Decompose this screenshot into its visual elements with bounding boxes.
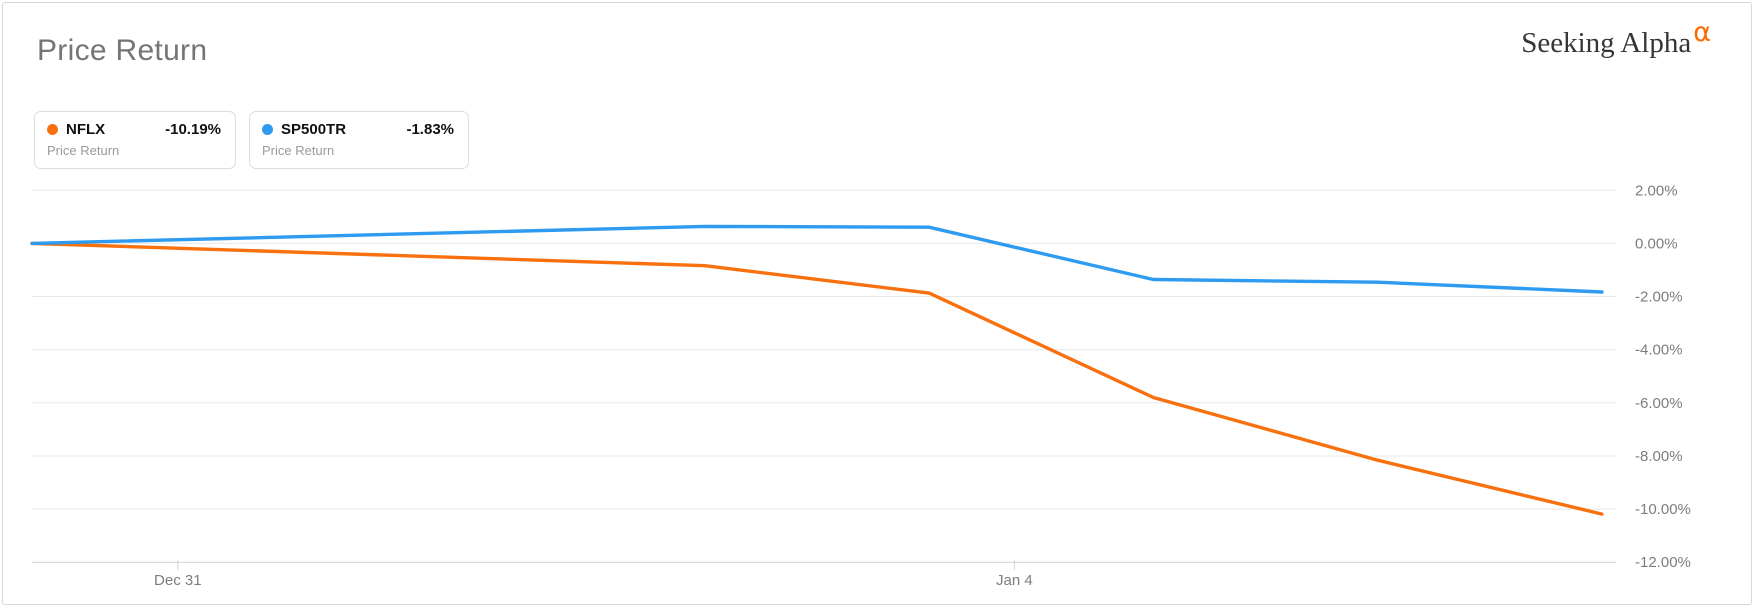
legend-item-nflx[interactable]: NFLX -10.19% Price Return xyxy=(34,111,236,169)
legend-item-sp500tr[interactable]: SP500TR -1.83% Price Return xyxy=(249,111,469,169)
x-axis-label: Jan 4 xyxy=(996,572,1033,589)
y-axis-label: -12.00% xyxy=(1635,554,1691,571)
series-line-sp500tr[interactable] xyxy=(30,224,1604,294)
y-axis-label: -4.00% xyxy=(1635,342,1683,359)
seeking-alpha-logo[interactable]: Seeking Alphaα xyxy=(1521,17,1711,60)
y-axis-label: -2.00% xyxy=(1635,289,1683,306)
y-axis-label: 0.00% xyxy=(1635,235,1678,252)
series-line-nflx[interactable] xyxy=(30,241,1604,516)
legend: NFLX -10.19% Price Return SP500TR -1.83%… xyxy=(34,111,469,169)
y-axis-label: -8.00% xyxy=(1635,448,1683,465)
legend-value: -10.19% xyxy=(165,121,221,138)
y-axis-label: 2.00% xyxy=(1635,182,1678,199)
seeking-alpha-logo-text: Seeking Alpha xyxy=(1521,27,1692,59)
nflx-color-dot xyxy=(47,124,58,135)
y-axis-label: -6.00% xyxy=(1635,395,1683,412)
x-axis-label: Dec 31 xyxy=(154,572,202,589)
legend-value: -1.83% xyxy=(406,121,454,138)
price-return-chart: 2.00% 0.00% -2.00% -4.00% -6.00% -8.00% -10.00… xyxy=(30,182,1691,589)
legend-symbol: SP500TR xyxy=(281,121,347,138)
legend-symbol: NFLX xyxy=(66,121,106,138)
y-axis-label: -10.00% xyxy=(1635,501,1691,518)
sp500tr-color-dot xyxy=(262,124,273,135)
page-title: Price Return xyxy=(37,34,208,67)
legend-metric: Price Return xyxy=(47,143,120,158)
alpha-icon: α xyxy=(1693,17,1711,48)
legend-metric: Price Return xyxy=(262,143,335,158)
